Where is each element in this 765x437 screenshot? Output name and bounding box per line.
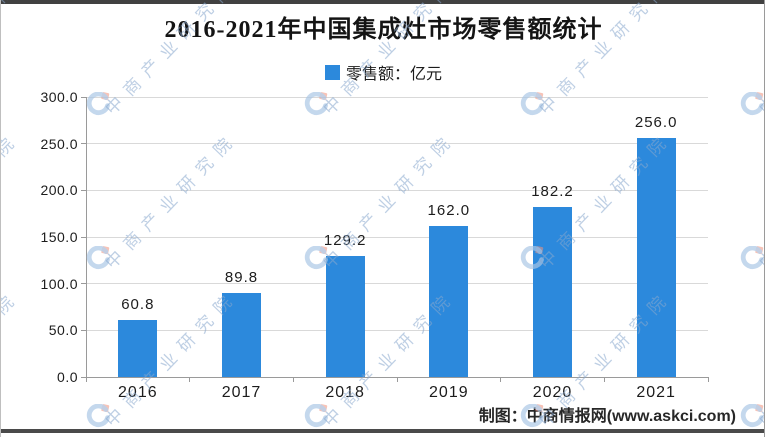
x-tick-label-2020: 2020 xyxy=(532,384,573,401)
x-tick-0 xyxy=(85,377,87,382)
y-tick-50.0 xyxy=(81,329,86,331)
y-axis-line xyxy=(86,97,87,377)
x-tick-6 xyxy=(707,377,709,382)
y-tick-150.0 xyxy=(81,236,86,238)
y-tick-0.0 xyxy=(81,376,86,378)
x-tick-1 xyxy=(189,377,191,382)
bar-value-2017: 89.8 xyxy=(224,269,259,287)
bar-value-2016: 60.8 xyxy=(121,296,155,314)
x-axis-line xyxy=(86,377,709,378)
gridline-300.0 xyxy=(86,96,708,98)
gridline-50.0 xyxy=(86,329,708,331)
x-tick-2 xyxy=(292,377,294,382)
y-tick-100.0 xyxy=(81,283,86,285)
x-tick-label-2021: 2021 xyxy=(636,384,676,401)
x-tick-label-2018: 2018 xyxy=(325,384,365,401)
bar-value-2018: 129.2 xyxy=(323,232,367,250)
gridline-200.0 xyxy=(86,189,708,191)
bar-2021 xyxy=(636,138,676,377)
watermark-text: 中商产业研究院 xyxy=(755,286,765,431)
legend-color-swatch xyxy=(324,64,340,80)
y-tick-label-200.0: 200.0 xyxy=(40,182,78,199)
bar-value-2020: 182.2 xyxy=(531,182,574,200)
top-frame-bar xyxy=(1,0,764,4)
x-tick-label-2019: 2019 xyxy=(429,384,469,401)
x-tick-3 xyxy=(396,377,398,382)
bar-2018 xyxy=(325,256,365,377)
legend: 零售额：亿元 xyxy=(1,60,764,84)
askci-logo-icon xyxy=(86,246,110,269)
y-tick-label-0.0: 0.0 xyxy=(57,369,78,385)
bar-2020 xyxy=(533,206,572,377)
x-tick-5 xyxy=(603,377,605,382)
y-tick-250.0 xyxy=(81,143,86,145)
bar-2019 xyxy=(429,225,469,377)
askci-logo-icon xyxy=(740,246,764,269)
askci-logo-icon xyxy=(304,404,328,427)
y-tick-label-150.0: 150.0 xyxy=(40,229,78,245)
askci-logo-icon xyxy=(86,404,110,427)
bar-2016 xyxy=(118,320,158,377)
y-tick-200.0 xyxy=(81,189,86,191)
bar-value-2019: 162.0 xyxy=(427,201,471,219)
legend-label: 零售额：亿元 xyxy=(345,66,442,83)
x-tick-4 xyxy=(500,377,502,382)
gridline-150.0 xyxy=(86,236,708,238)
askci-logo-icon xyxy=(740,404,764,427)
y-tick-label-300.0: 300.0 xyxy=(40,89,78,105)
x-tick-label-2016: 2016 xyxy=(118,384,158,401)
bottom-frame-bar xyxy=(1,429,764,433)
chart-title: 2016-2021年中国集成灶市场零售额统计 xyxy=(164,17,603,43)
bar-2017 xyxy=(222,293,261,377)
bar-value-2021: 256.0 xyxy=(634,114,678,132)
gridline-250.0 xyxy=(86,143,708,145)
y-tick-label-100.0: 100.0 xyxy=(40,275,78,292)
askci-logo-icon xyxy=(740,92,764,115)
gridline-100.0 xyxy=(86,283,708,285)
credit-line: 制图：中商情报网(www.askci.com) xyxy=(478,408,736,425)
y-tick-label-250.0: 250.0 xyxy=(40,135,78,152)
y-tick-300.0 xyxy=(81,96,86,98)
watermark-text: 中商产业研究院 xyxy=(101,128,242,273)
x-tick-label-2017: 2017 xyxy=(221,384,262,401)
y-tick-label-50.0: 50.0 xyxy=(48,322,78,339)
watermark-text: 中商产业研究院 xyxy=(755,128,765,273)
watermark-text: 中商产业研究院 xyxy=(0,286,24,431)
